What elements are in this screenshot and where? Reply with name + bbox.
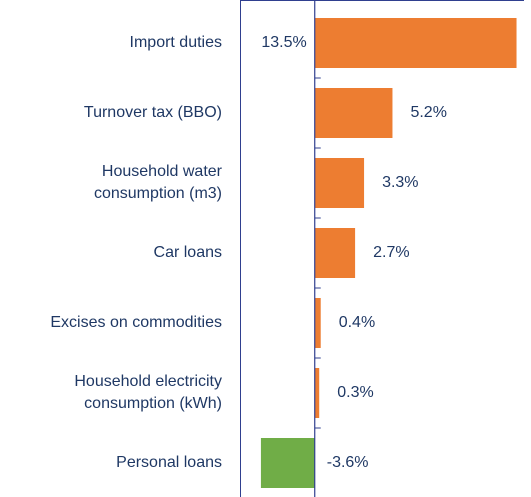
y-tick-label: Household water consumption (m3) (94, 163, 223, 202)
value-label: 0.3% (337, 384, 373, 401)
value-label: 2.7% (373, 244, 409, 261)
value-label: 0.4% (339, 314, 375, 331)
y-tick-label: Personal loans (116, 454, 222, 471)
bar (260, 438, 315, 488)
y-tick-label: Import duties (130, 34, 222, 51)
bar (314, 298, 321, 348)
bar (314, 88, 393, 138)
bar (314, 368, 320, 418)
bar (314, 158, 365, 208)
y-tick-label: Car loans (154, 244, 222, 261)
value-label: 5.2% (410, 104, 446, 121)
value-label: 3.3% (382, 174, 418, 191)
y-tick-label: Turnover tax (BBO) (84, 104, 222, 121)
value-label: -3.6% (327, 454, 369, 471)
y-tick-label: Excises on commodities (50, 314, 222, 331)
y-tick-label: Household electricity consumption (kWh) (74, 373, 222, 412)
bar (314, 228, 356, 278)
bar (314, 18, 517, 68)
value-label: 13.5% (261, 34, 306, 51)
